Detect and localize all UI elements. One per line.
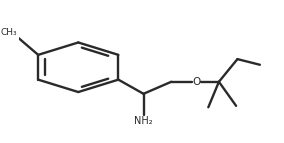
Text: NH₂: NH₂ xyxy=(134,116,153,126)
Text: CH₃: CH₃ xyxy=(0,28,17,37)
Text: O: O xyxy=(192,77,201,87)
